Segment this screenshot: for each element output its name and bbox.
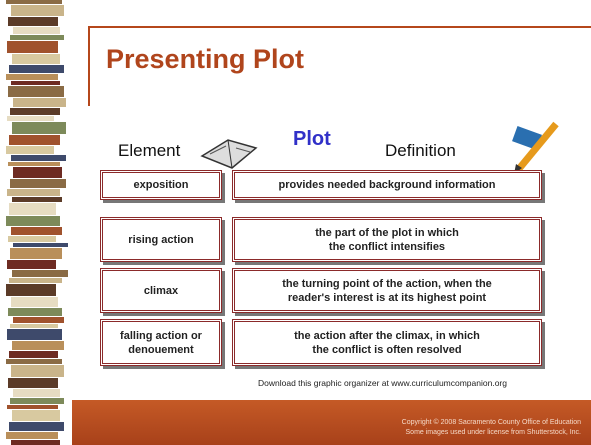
book-spine: [6, 74, 58, 80]
element-cell: rising action: [100, 217, 222, 262]
book-spine: [11, 5, 64, 16]
book-spine: [8, 86, 64, 97]
element-header: Element: [118, 141, 181, 160]
definition-cell: provides needed background information: [232, 170, 542, 200]
book-spine: [10, 35, 64, 40]
element-line: exposition: [133, 179, 189, 191]
book-spine: [9, 135, 60, 145]
book-spine: [6, 216, 60, 226]
book-spine: [12, 122, 66, 134]
book-spine: [10, 108, 60, 115]
definition-header: Definition: [385, 141, 456, 160]
book-icon: [200, 139, 258, 169]
book-spine: [6, 359, 62, 364]
book-spine: [6, 146, 54, 154]
footer-text: Copyright © 2008 Sacramento County Offic…: [402, 418, 581, 438]
book-spine: [13, 243, 68, 247]
book-spine: [8, 17, 58, 26]
book-spine: [8, 162, 60, 166]
book-spine: [6, 432, 58, 439]
book-spine: [11, 81, 60, 85]
element-cell: exposition: [100, 170, 222, 200]
definition-line: the conflict intensifies: [328, 240, 446, 253]
definition-cell: the action after the climax, in which the…: [232, 319, 542, 366]
definition-line: provides needed background information: [278, 179, 496, 191]
title-frame: [88, 26, 591, 106]
book-spine: [10, 324, 58, 328]
book-spine: [9, 203, 56, 215]
book-spine: [9, 278, 62, 283]
book-spine: [13, 389, 60, 397]
book-spine: [7, 405, 58, 409]
element-line: falling action or: [120, 329, 202, 342]
book-spine: [11, 297, 58, 307]
book-spine: [12, 54, 60, 64]
book-spine: [7, 116, 54, 121]
book-spine: [13, 167, 62, 178]
definition-cell: the turning point of the action, when th…: [232, 268, 542, 313]
book-spine: [10, 248, 62, 259]
book-spine: [11, 440, 60, 445]
element-line: denouement: [128, 343, 194, 356]
book-spine: [12, 197, 62, 202]
element-line: climax: [143, 284, 179, 297]
book-spine: [9, 422, 64, 431]
download-note: Download this graphic organizer at www.c…: [258, 378, 507, 388]
element-cell: climax: [100, 268, 222, 313]
footer-band: [72, 400, 591, 445]
book-spine: [13, 98, 66, 107]
center-header: Plot: [293, 128, 331, 150]
book-spine: [12, 410, 60, 421]
book-spine: [10, 179, 66, 188]
book-spine: [12, 270, 68, 277]
slide-title: Presenting Plot: [106, 44, 305, 74]
book-spine: [10, 398, 64, 404]
book-stack: [6, 0, 68, 445]
book-spine: [13, 317, 64, 323]
footer-line: Some images used under license from Shut…: [405, 429, 581, 436]
book-spine: [7, 329, 62, 340]
element-cell: falling action or denouement: [100, 319, 222, 366]
book-spine: [13, 27, 60, 34]
book-spine: [8, 236, 56, 242]
book-spine: [6, 284, 56, 296]
book-spine: [6, 0, 62, 4]
book-spine: [12, 341, 64, 350]
book-spine: [9, 65, 64, 73]
book-spine: [7, 260, 56, 269]
definition-line: the action after the climax, in which: [294, 329, 480, 342]
definition-line: the conflict is often resolved: [312, 343, 462, 356]
book-spine: [11, 365, 64, 377]
book-spine: [7, 189, 60, 196]
book-spine: [9, 351, 58, 358]
book-spine: [7, 41, 58, 53]
book-spine: [8, 378, 58, 388]
footer-line: Copyright © 2008 Sacramento County Offic…: [401, 419, 581, 426]
book-spine: [8, 308, 62, 316]
pencil-icon: [512, 121, 559, 174]
definition-line: reader's interest is at its highest poin…: [287, 291, 487, 304]
book-spine: [11, 155, 66, 161]
definition-cell: the part of the plot in which the conflic…: [232, 217, 542, 262]
book-spine: [11, 227, 62, 235]
definition-line: the part of the plot in which: [315, 226, 459, 239]
definition-line: the turning point of the action, when th…: [282, 277, 492, 290]
element-line: rising action: [128, 233, 194, 246]
